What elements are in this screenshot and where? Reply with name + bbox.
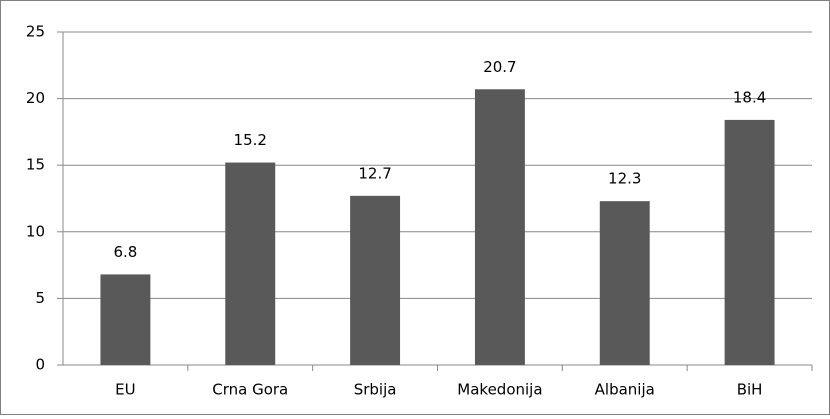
data-label: 12.3: [608, 170, 641, 188]
data-label: 15.2: [234, 131, 267, 149]
x-tick-label: Makedonija: [457, 381, 542, 399]
bar: [225, 162, 276, 365]
x-tick-label: Albanija: [595, 381, 655, 399]
y-tick-label: 10: [26, 222, 45, 240]
data-label: 6.8: [113, 243, 137, 261]
data-label: 18.4: [733, 88, 766, 106]
y-tick-label: 0: [35, 356, 45, 374]
bar: [350, 195, 401, 365]
x-tick-label: Srbija: [354, 381, 397, 399]
bar: [599, 201, 650, 365]
x-tick-label: EU: [115, 381, 135, 399]
y-tick-label: 25: [26, 23, 45, 41]
y-tick-label: 15: [26, 156, 45, 174]
bar: [100, 274, 151, 365]
y-tick-label: 20: [26, 89, 45, 107]
y-tick-label: 5: [35, 289, 45, 307]
x-tick-label: Crna Gora: [212, 381, 288, 399]
bar: [724, 119, 775, 365]
bar: [474, 89, 525, 365]
data-label: 12.7: [358, 164, 391, 182]
x-tick-label: BiH: [737, 381, 763, 399]
data-label: 20.7: [483, 58, 516, 76]
